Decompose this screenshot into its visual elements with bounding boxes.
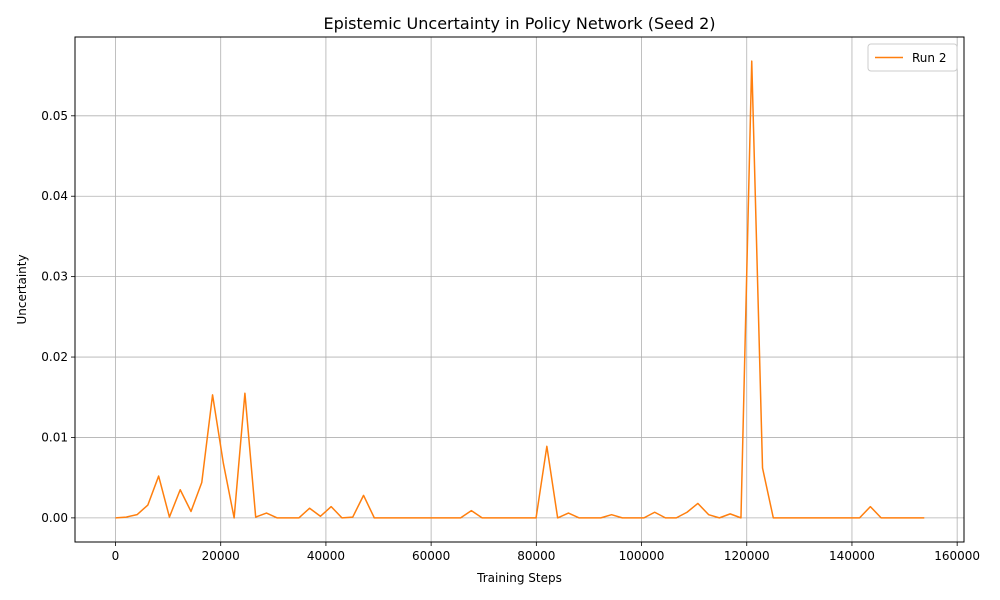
- chart-title: Epistemic Uncertainty in Policy Network …: [323, 14, 715, 33]
- series-layer: [115, 60, 925, 519]
- y-tick-label: 0.03: [41, 270, 68, 284]
- y-tick-label: 0.00: [41, 511, 68, 525]
- plot-frame: [74, 36, 965, 543]
- x-tick-label: 80000: [517, 549, 555, 563]
- y-tick-label: 0.02: [41, 350, 68, 364]
- x-tick-label: 120000: [724, 549, 770, 563]
- x-axis-ticks: 0 20000 40000 60000 80000 100000 120000 140000 1…: [112, 542, 980, 563]
- legend: Run 2: [867, 43, 958, 72]
- x-tick-label: 40000: [307, 549, 345, 563]
- y-axis-label: Uncertainty: [15, 254, 29, 324]
- x-tick-label: 60000: [412, 549, 450, 563]
- legend-box: [867, 43, 958, 72]
- y-axis-ticks: 0.00 0.01 0.02 0.03 0.04 0.05: [41, 109, 75, 525]
- y-tick-label: 0.04: [41, 189, 68, 203]
- series-line-run-2: [115, 60, 925, 519]
- x-tick-label: 100000: [619, 549, 665, 563]
- legend-label-run-2: Run 2: [912, 51, 946, 65]
- x-tick-label: 0: [112, 549, 120, 563]
- y-tick-label: 0.01: [41, 430, 68, 444]
- x-axis-label: Training Steps: [476, 571, 562, 585]
- x-tick-label: 20000: [202, 549, 240, 563]
- y-tick-label: 0.05: [41, 109, 68, 123]
- x-tick-label: 140000: [829, 549, 875, 563]
- x-tick-label: 160000: [934, 549, 980, 563]
